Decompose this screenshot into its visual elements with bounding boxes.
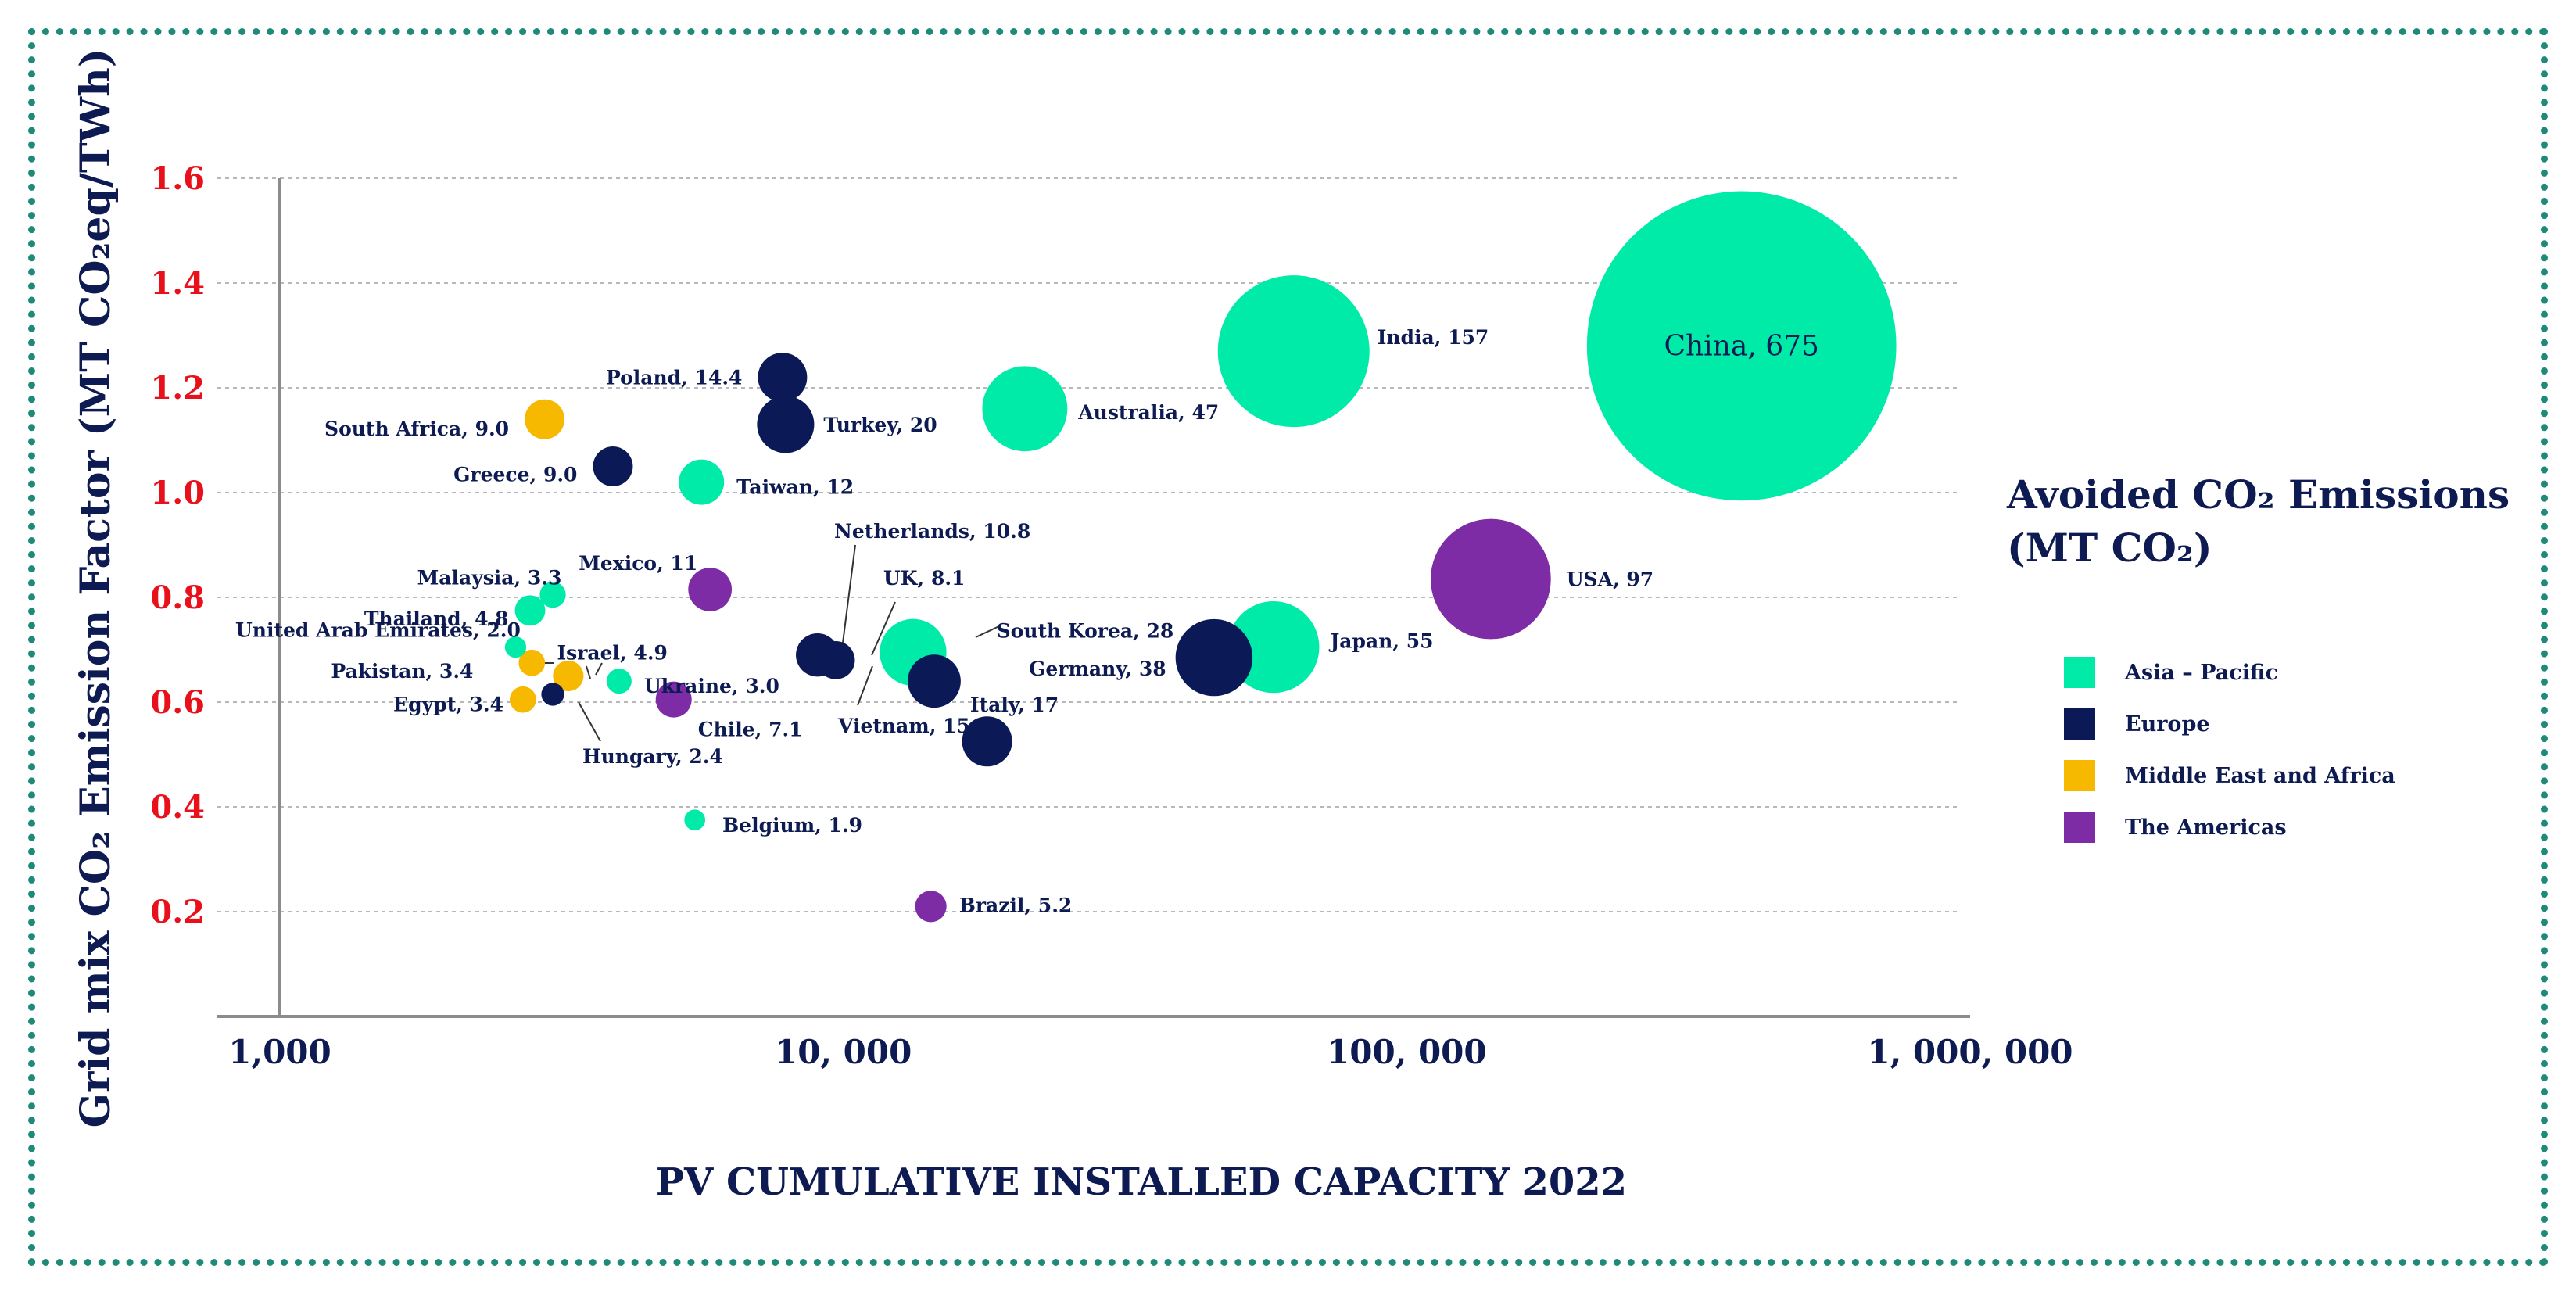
bubble-malaysia <box>539 582 566 608</box>
legend-swatch-middle-east-and-africa <box>2064 760 2095 791</box>
y-tick-label: 1.2 <box>150 370 205 407</box>
x-tick-label: 10, 000 <box>775 1033 912 1071</box>
legend-label-europe: Europe <box>2125 712 2210 737</box>
label-netherlands: Netherlands, 10.8 <box>834 520 1030 543</box>
y-tick-labels: 0.2 0.4 0.6 0.8 1.0 1.2 1.4 1.6 <box>150 160 205 930</box>
bubbles <box>504 191 1897 923</box>
x-tick-label: 1, 000, 000 <box>1867 1033 2073 1071</box>
label-belgium: Belgium, 1.9 <box>722 814 862 837</box>
bubble-hungary <box>541 683 564 706</box>
legend-title-line1: Avoided CO₂ Emissions <box>2006 471 2510 518</box>
label-brazil: Brazil, 5.2 <box>959 894 1073 916</box>
bubble-japan <box>1227 601 1320 694</box>
y-tick-label: 1.4 <box>150 265 205 302</box>
label-pakistan: Pakistan, 3.4 <box>331 660 473 683</box>
point-labels: China, 675 India, 157 USA, 97 Japan, 55 Aust… <box>235 326 1819 916</box>
x-tick-label: 1,000 <box>228 1033 331 1071</box>
label-vietnam: Vietnam, 15 <box>837 715 970 737</box>
bubble-usa <box>1431 518 1551 640</box>
bubble-uk <box>816 641 855 679</box>
legend-swatch-the-americas <box>2064 812 2095 843</box>
label-india: India, 157 <box>1378 326 1489 349</box>
gridlines <box>217 177 1958 912</box>
label-taiwan: Taiwan, 12 <box>736 476 854 499</box>
label-australia: Australia, 47 <box>1077 401 1219 424</box>
bubble-israel <box>553 660 584 692</box>
bubble-poland <box>758 353 808 403</box>
legend-label-asia-pacific: Asia – Pacific <box>2124 661 2278 685</box>
label-uk: UK, 8.1 <box>883 567 965 590</box>
bubble-mexico <box>688 568 733 611</box>
label-leader-lines <box>532 544 1001 742</box>
label-malaysia: Malaysia, 3.3 <box>417 567 562 590</box>
bubble-chile <box>655 681 692 718</box>
bubble-china <box>1586 191 1897 501</box>
label-mexico: Mexico, 11 <box>579 552 697 575</box>
bubble-united-arab-emirates <box>504 636 527 658</box>
bubble-ukraine <box>606 669 632 694</box>
bubble-egypt <box>510 686 536 713</box>
bubble-thailand <box>514 595 546 626</box>
y-tick-label: 0.8 <box>150 579 205 616</box>
y-tick-label: 1.0 <box>150 475 205 511</box>
legend-swatch-europe <box>2064 708 2095 740</box>
label-usa: USA, 97 <box>1567 568 1653 591</box>
y-tick-label: 0.2 <box>150 894 205 930</box>
y-axis-title: Grid mix CO₂ Emission Factor (MT CO₂eq/T… <box>72 48 120 1128</box>
legend: Avoided CO₂ Emissions (MT CO₂) Asia – Pa… <box>2006 471 2510 843</box>
bubble-italy <box>908 654 961 708</box>
bubble-india <box>1217 275 1370 428</box>
legend-swatch-asia-pacific <box>2064 657 2095 688</box>
label-south-korea: South Korea, 28 <box>997 619 1174 642</box>
x-axis-title: PV CUMULATIVE INSTALLED CAPACITY 2022 <box>656 1160 1627 1204</box>
bubble-australia <box>982 366 1068 452</box>
legend-title-line2: (MT CO₂) <box>2007 525 2212 571</box>
bubble-germany <box>1175 618 1253 697</box>
label-italy: Italy, 17 <box>970 694 1059 716</box>
y-tick-label: 1.6 <box>150 160 205 197</box>
label-japan: Japan, 55 <box>1328 630 1433 653</box>
label-chile: Chile, 7.1 <box>698 719 803 741</box>
label-united-arab-emirates: United Arab Emirates, 2.0 <box>235 619 521 642</box>
bubble-turkey <box>757 396 815 453</box>
label-south-africa: South Africa, 9.0 <box>324 418 509 440</box>
bubble-south-africa <box>525 399 565 439</box>
label-poland: Poland, 14.4 <box>606 367 742 389</box>
label-china: China, 675 <box>1664 330 1819 362</box>
dotted-frame <box>28 28 2548 1266</box>
label-egypt: Egypt, 3.4 <box>393 694 503 716</box>
label-germany: Germany, 38 <box>1029 658 1166 680</box>
label-hungary: Hungary, 2.4 <box>582 745 723 768</box>
label-thailand: Thailand, 4.8 <box>364 608 509 630</box>
label-ukraine: Ukraine, 3.0 <box>644 675 779 697</box>
label-israel: Israel, 4.9 <box>557 642 667 665</box>
legend-label-middle-east-and-africa: Middle East and Africa <box>2125 764 2395 788</box>
label-greece: Greece, 9.0 <box>453 464 577 486</box>
bubble-taiwan <box>679 459 725 505</box>
label-turkey: Turkey, 20 <box>823 414 937 436</box>
y-tick-label: 0.4 <box>150 789 205 826</box>
bubble-belgium <box>684 809 706 831</box>
x-tick-label: 100, 000 <box>1327 1033 1487 1071</box>
x-tick-labels: 1,000 10, 000 100, 000 1, 000, 000 <box>228 1033 2073 1071</box>
bubble-brazil <box>915 891 947 923</box>
y-tick-label: 0.6 <box>150 684 205 721</box>
bubble-pakistan <box>518 649 546 676</box>
bubble-greece <box>593 446 633 486</box>
bubble-vietnam <box>962 716 1012 767</box>
legend-label-the-americas: The Americas <box>2125 815 2287 840</box>
